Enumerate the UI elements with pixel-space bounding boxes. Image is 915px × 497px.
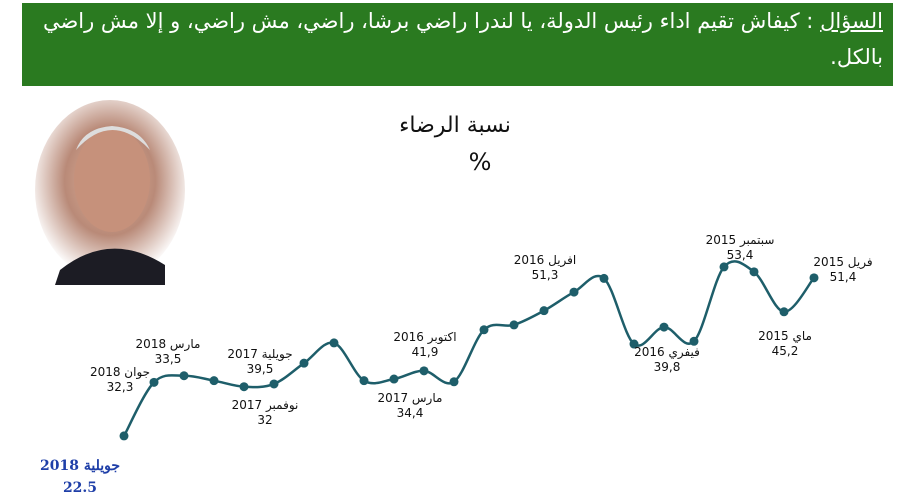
data-label: 41,9 — [412, 345, 439, 359]
point — [539, 306, 549, 316]
point — [479, 325, 489, 335]
point — [749, 267, 759, 277]
point — [659, 322, 669, 332]
chart-subtitle: % — [469, 148, 492, 176]
point — [419, 366, 429, 376]
point — [359, 376, 369, 386]
point — [209, 376, 219, 386]
data-label: 32 — [257, 413, 272, 427]
data-label: 39,8 — [654, 360, 681, 374]
x-label: فريل 2015 — [813, 255, 872, 270]
point — [599, 273, 609, 283]
data-label: 22.5 — [63, 480, 97, 496]
data-label: 51,4 — [830, 270, 857, 284]
x-label: فيفري 2016 — [634, 345, 700, 360]
x-label: اكتوبر 2016 — [393, 330, 456, 345]
x-label: افريل 2016 — [514, 253, 576, 268]
point — [179, 371, 189, 381]
question-banner: السؤال : كيفاش تقيم اداء رئيس الدولة، يا… — [22, 3, 893, 86]
point — [809, 273, 819, 283]
point — [779, 307, 789, 317]
x-label: جويلية 2018 — [40, 458, 120, 474]
point — [719, 262, 729, 272]
data-label: 45,2 — [772, 344, 799, 358]
x-label: مارس 2018 — [136, 337, 201, 352]
data-label: 53,4 — [727, 248, 754, 262]
point — [449, 377, 459, 387]
data-label: 33,5 — [155, 352, 182, 366]
point — [119, 431, 129, 441]
point — [299, 358, 309, 368]
point — [269, 379, 279, 389]
point — [389, 374, 399, 384]
data-label: 32,3 — [107, 380, 134, 394]
x-label: جويلية 2017 — [227, 347, 292, 362]
x-label: جوان 2018 — [90, 365, 150, 380]
data-label: 34,4 — [397, 406, 424, 420]
portrait — [35, 100, 185, 285]
point — [629, 339, 639, 349]
x-label: مارس 2017 — [378, 391, 443, 406]
x-label: ماي 2015 — [758, 329, 812, 343]
point — [149, 377, 159, 387]
question-label: السؤال — [820, 9, 883, 33]
point — [569, 287, 579, 297]
x-label: سبتمبر 2015 — [706, 233, 775, 248]
point — [509, 320, 519, 330]
data-label: 51,3 — [532, 268, 559, 282]
point — [689, 336, 699, 346]
x-label: نوفمبر 2017 — [232, 398, 299, 413]
question-text: : كيفاش تقيم اداء رئيس الدولة، يا لندرا … — [42, 9, 883, 69]
chart-title: نسبة الرضاء — [399, 113, 511, 138]
point — [329, 338, 339, 348]
data-label: 39,5 — [247, 362, 274, 376]
point — [239, 382, 249, 392]
